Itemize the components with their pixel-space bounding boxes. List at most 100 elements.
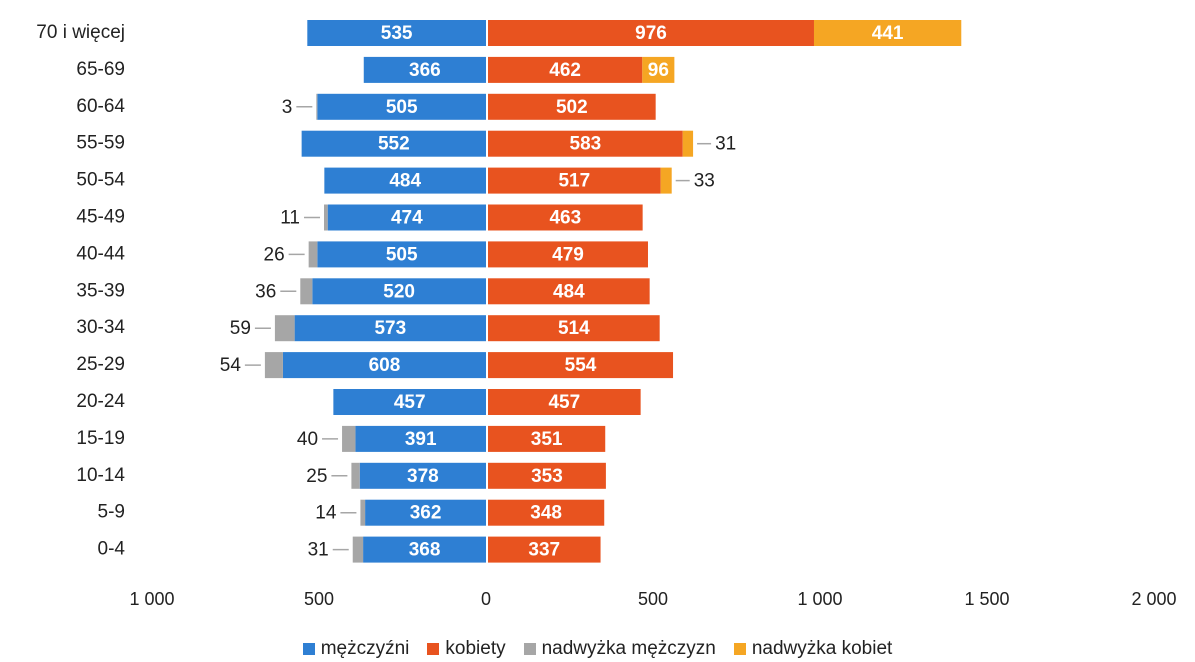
bar-men (355, 425, 486, 452)
bar-female-surplus (813, 20, 962, 46)
bar-male-surplus (264, 352, 283, 379)
legend-swatch-men (302, 643, 315, 655)
bar-label-men: 484 (389, 171, 421, 192)
bar-label-men: 368 (409, 540, 441, 561)
bar-male-surplus (316, 93, 318, 120)
bar-male-surplus (274, 315, 295, 342)
bar-men (327, 204, 486, 231)
bar-label-women: 463 (549, 208, 581, 229)
bar-women (488, 241, 648, 268)
bar-men (317, 93, 486, 120)
x-tick-label: 1 000 (797, 589, 842, 609)
bar-label-women: 484 (553, 281, 585, 302)
x-tick-label: 1 500 (964, 589, 1009, 609)
legend-swatch-women (427, 643, 440, 655)
bar-label-men: 573 (374, 318, 406, 339)
label-female-surplus: 96 (648, 60, 669, 81)
bar-male-surplus (300, 278, 313, 305)
bar-label-men: 535 (381, 23, 413, 44)
legend-label-women: kobiety (445, 638, 506, 659)
x-tick-label: 2 000 (1131, 589, 1176, 609)
bar-women (488, 389, 641, 415)
category-label: 15-19 (76, 428, 125, 449)
bar-label-men: 520 (383, 281, 415, 302)
bar-label-men: 362 (410, 503, 442, 524)
category-label: 55-59 (76, 133, 125, 154)
legend-label-female-surplus: nadwyżka kobiet (751, 638, 893, 659)
bar-label-men: 391 (405, 429, 437, 450)
category-label: 35-39 (76, 280, 125, 301)
bar-label-women: 502 (556, 97, 588, 118)
x-tick-label: 500 (638, 589, 668, 609)
label-male-surplus: 31 (308, 540, 329, 561)
bar-label-women: 479 (552, 244, 584, 265)
category-label: 65-69 (76, 59, 125, 80)
legend-swatch-male-surplus (523, 643, 536, 655)
label-male-surplus: 54 (220, 355, 242, 376)
bar-label-women: 351 (531, 429, 563, 450)
bar-men (365, 499, 486, 526)
label-female-surplus: 441 (872, 23, 904, 44)
bar-label-men: 474 (391, 208, 423, 229)
bar-label-women: 517 (558, 171, 590, 192)
label-male-surplus: 59 (230, 318, 251, 339)
bar-male-surplus (360, 499, 366, 526)
bar-male-surplus (308, 241, 318, 268)
bar-women (488, 130, 683, 157)
bar-male-surplus (324, 204, 328, 231)
bar-label-men: 608 (369, 355, 401, 376)
label-female-surplus: 31 (715, 134, 736, 155)
bar-women (488, 425, 606, 452)
bar-label-women: 348 (530, 503, 562, 524)
bar-men (307, 20, 486, 46)
legend-item-women: kobiety (427, 638, 506, 660)
category-label: 50-54 (76, 170, 125, 191)
bar-men (301, 130, 486, 157)
bar-men (317, 241, 486, 268)
x-tick-label: 500 (304, 589, 334, 609)
bar-label-women: 337 (528, 540, 560, 561)
bar-women (488, 56, 643, 83)
bar-women (488, 462, 606, 489)
bar-label-women: 462 (549, 60, 581, 81)
category-label: 25-29 (76, 354, 125, 375)
bar-men (282, 352, 486, 379)
bar-men (312, 278, 486, 305)
label-female-surplus: 33 (694, 171, 715, 192)
legend: mężczyźni kobiety nadwyżka mężczyzn nadw… (0, 638, 1195, 660)
bar-label-women: 353 (531, 466, 563, 487)
bar-label-men: 552 (378, 134, 410, 155)
bar-male-surplus (352, 536, 364, 563)
category-label: 20-24 (76, 391, 125, 412)
bar-label-men: 366 (409, 60, 441, 81)
category-label: 0-4 (98, 539, 126, 560)
label-male-surplus: 11 (280, 208, 300, 229)
bar-men (294, 315, 486, 342)
legend-label-male-surplus: nadwyżka mężczyzn (541, 638, 716, 659)
category-label: 70 i więcej (36, 22, 125, 43)
legend-label-men: mężczyźni (320, 638, 410, 659)
bar-men (333, 389, 486, 415)
bar-label-women: 514 (558, 318, 590, 339)
legend-swatch-female-surplus (733, 643, 746, 655)
bar-female-surplus (642, 56, 675, 83)
legend-item-female-surplus: nadwyżka kobiet (733, 638, 893, 660)
bar-women (488, 167, 661, 194)
bar-label-men: 505 (386, 244, 418, 265)
x-tick-label: 0 (481, 589, 491, 609)
label-male-surplus: 3 (282, 97, 293, 118)
bar-label-men: 457 (394, 392, 426, 413)
label-male-surplus: 36 (255, 281, 276, 302)
bar-men (363, 536, 486, 563)
chart-plot: 70 i więcej 535 976 441 65-69 366 462 96 60-64 50… (36, 20, 1177, 609)
bar-women (488, 204, 643, 231)
bar-female-surplus (660, 167, 672, 194)
bar-women (488, 499, 605, 526)
bar-women (488, 93, 656, 120)
bar-women (488, 278, 650, 305)
bar-men (324, 167, 486, 194)
category-label: 30-34 (76, 317, 125, 338)
bar-label-men: 505 (386, 97, 418, 118)
bar-men (363, 56, 486, 83)
